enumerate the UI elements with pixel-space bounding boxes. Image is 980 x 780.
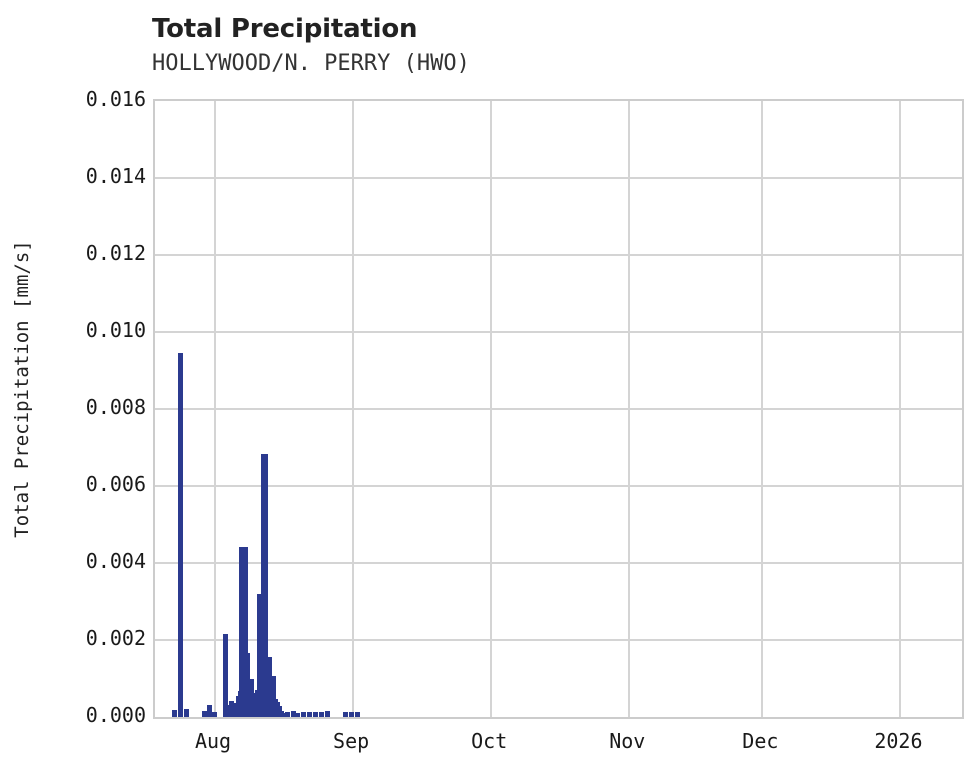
plot-area — [153, 99, 964, 719]
bar — [171, 710, 177, 717]
gridline-horizontal — [155, 639, 962, 641]
y-axis-tick-label: 0.012 — [85, 241, 146, 265]
title-block: Total Precipitation HOLLYWOOD/N. PERRY (… — [152, 14, 852, 79]
bar — [243, 546, 249, 717]
bar — [263, 454, 269, 717]
chart-subtitle: HOLLYWOOD/N. PERRY (HWO) — [152, 51, 470, 76]
bar — [227, 712, 231, 717]
y-axis-tick-label: 0.010 — [85, 318, 146, 342]
bar — [291, 710, 297, 717]
gridline-vertical — [628, 101, 631, 717]
y-axis-tick-labels: 0.000 0.002 0.004 0.006 0.008 0.010 0.012 0.014… — [36, 0, 146, 780]
bar — [241, 695, 245, 717]
bar — [247, 691, 251, 717]
x-axis-tick-label: 2026 — [874, 729, 923, 753]
gridline-vertical — [214, 101, 217, 717]
y-axis-tick-label: 0.002 — [85, 626, 146, 650]
y-axis-tick-label: 0.006 — [85, 472, 146, 496]
y-axis-tick-label: 0.014 — [85, 164, 146, 188]
bar — [239, 546, 245, 717]
x-axis-tick-labels: Aug Sep Oct Nov Dec 2026 — [153, 730, 960, 770]
x-axis-tick-label: Nov — [609, 729, 646, 753]
gridline-horizontal — [155, 331, 962, 333]
bar — [231, 703, 235, 717]
bar — [343, 711, 349, 717]
gridline-vertical — [899, 101, 902, 717]
bar — [225, 710, 229, 717]
bar — [255, 690, 259, 717]
bar — [281, 712, 285, 717]
bar — [184, 709, 190, 717]
bar — [277, 706, 283, 717]
bar — [319, 712, 325, 717]
gridline-horizontal — [155, 485, 962, 487]
bar — [251, 693, 257, 717]
y-axis-tick-label: 0.000 — [85, 703, 146, 727]
gridline-horizontal — [155, 562, 962, 564]
y-axis-tick-label: 0.008 — [85, 395, 146, 419]
y-axis-tick-label: 0.016 — [85, 87, 146, 111]
x-axis-tick-label: Aug — [194, 729, 232, 753]
bar — [202, 710, 208, 717]
y-axis-title: Total Precipitation [mm/s] — [11, 240, 33, 538]
bar — [177, 353, 183, 717]
bar — [349, 711, 355, 717]
gridline-vertical — [761, 101, 764, 717]
page-title: Total Precipitation — [152, 14, 418, 44]
plot-inner — [155, 101, 962, 717]
bar — [285, 712, 291, 717]
x-axis-tick-label: Dec — [742, 729, 779, 753]
bar — [325, 710, 331, 717]
bar — [207, 704, 213, 717]
x-axis-tick-label: Oct — [471, 729, 508, 753]
bar — [301, 712, 307, 717]
bar — [313, 711, 319, 717]
x-axis-tick-label: Sep — [333, 729, 370, 753]
bar — [307, 712, 313, 717]
gridline-vertical — [352, 101, 355, 717]
y-axis-tick-label: 0.004 — [85, 549, 146, 573]
gridline-horizontal — [155, 177, 962, 179]
bar — [271, 676, 277, 717]
bar — [223, 633, 229, 717]
gridline-horizontal — [155, 408, 962, 410]
bar — [355, 712, 361, 717]
bar — [283, 713, 287, 717]
bar — [233, 705, 237, 717]
bar — [295, 713, 301, 717]
bar — [212, 711, 218, 717]
bar — [245, 653, 251, 717]
gridline-vertical — [490, 101, 493, 717]
gridline-horizontal — [155, 254, 962, 256]
